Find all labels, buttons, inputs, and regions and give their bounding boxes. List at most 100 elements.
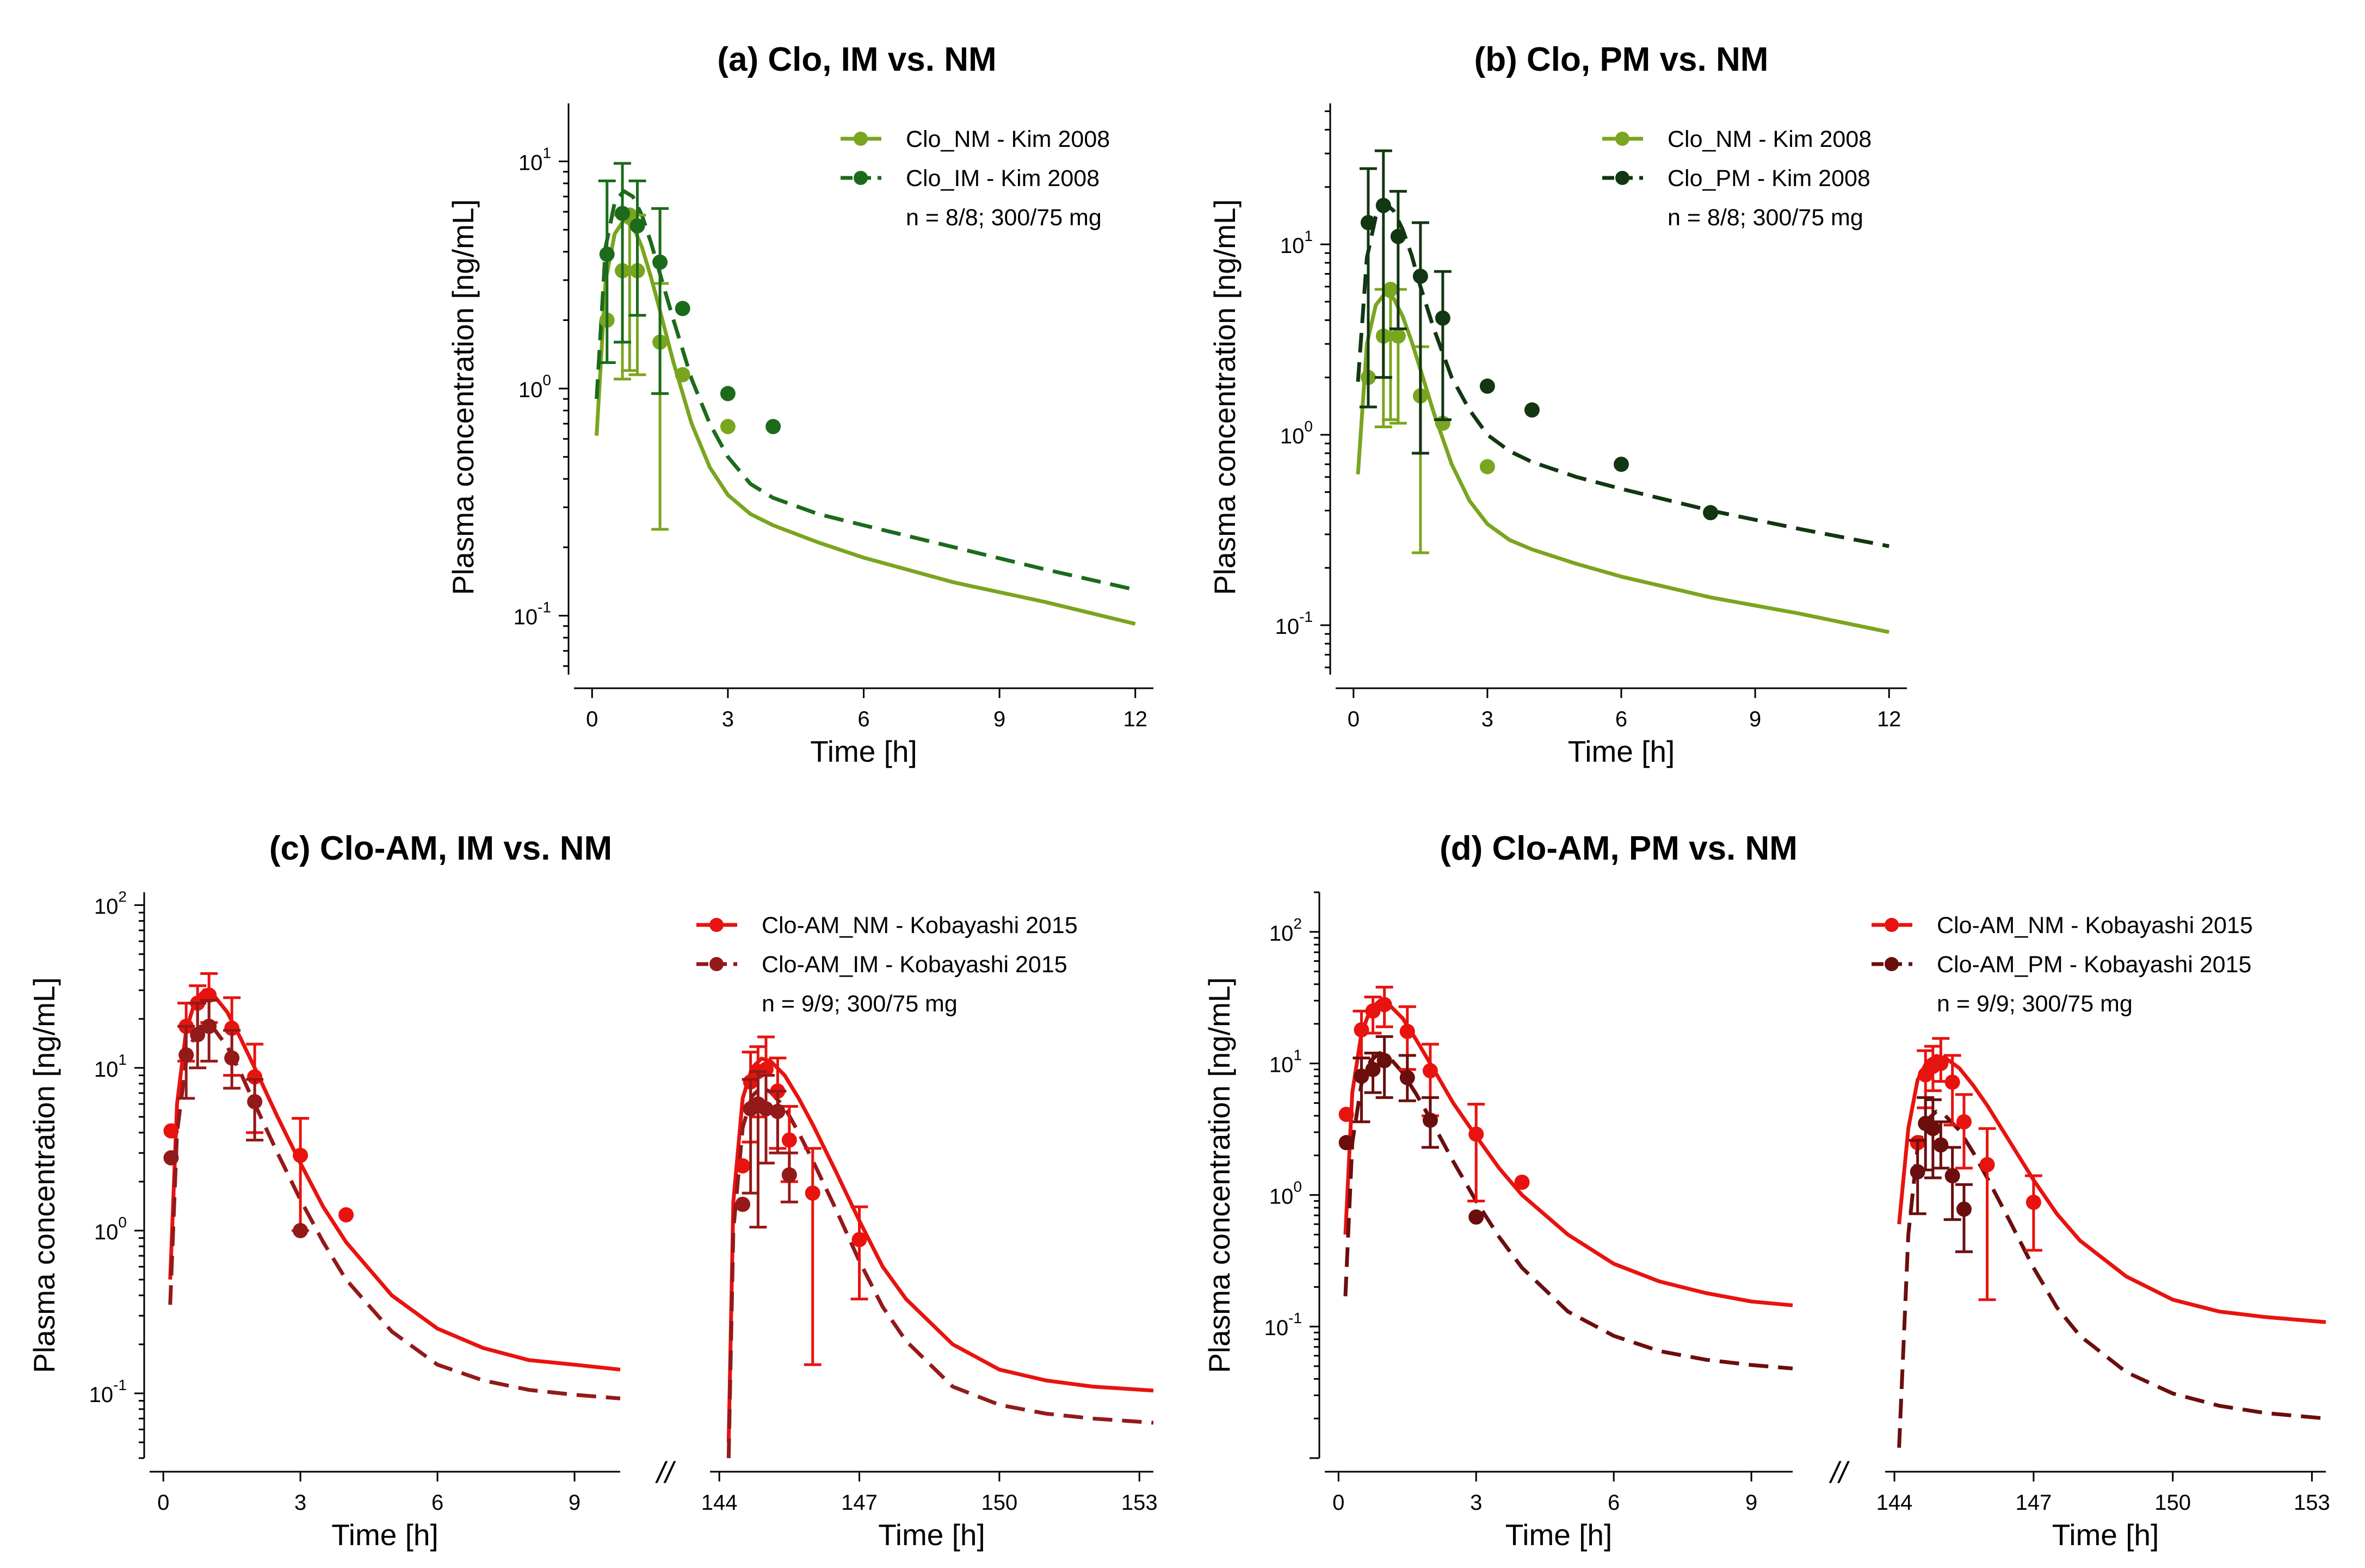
data-point (735, 1196, 751, 1212)
y-tick-exponent: 2 (118, 888, 127, 905)
data-point (293, 1147, 308, 1163)
panel-d: (d) Clo-AM, PM vs. NM10-1100101102Plasma… (1202, 830, 2330, 1552)
data-point (675, 367, 690, 382)
y-tick-label: 102 (94, 888, 127, 919)
data-point (758, 1061, 774, 1077)
x-tick-label: 6 (857, 707, 869, 731)
y-tick-base: 10 (89, 1383, 114, 1407)
simulated-curve (595, 218, 1136, 626)
data-point (201, 987, 217, 1003)
legend-note: n = 9/9; 300/75 mg (1937, 991, 2133, 1017)
data-point (1338, 1135, 1354, 1151)
x-tick-label: 9 (569, 1491, 581, 1515)
x-tick-label: 153 (1121, 1491, 1158, 1515)
data-point (1925, 1121, 1941, 1137)
data-point (2026, 1194, 2041, 1210)
x-tick-label: 144 (1876, 1491, 1913, 1515)
x-tick-label: 12 (1877, 707, 1901, 731)
legend-label: Clo-AM_IM - Kobayashi 2015 (762, 952, 1067, 978)
x-axis-label: Time [h] (878, 1518, 985, 1552)
y-tick-exponent: -1 (1299, 608, 1313, 625)
axis-break-symbol: // (654, 1455, 676, 1489)
x-axis-label: Time [h] (1505, 1518, 1613, 1552)
legend-marker (1615, 132, 1629, 146)
data-point (615, 206, 631, 221)
y-tick-exponent: 1 (1304, 227, 1313, 244)
legend-note: n = 8/8; 300/75 mg (1668, 205, 1863, 231)
legend-note: n = 8/8; 300/75 mg (906, 205, 1102, 231)
y-tick-base: 10 (94, 895, 119, 919)
y-tick-exponent: 0 (542, 372, 551, 388)
y-tick-base: 10 (514, 606, 538, 629)
x-tick-label: 0 (157, 1491, 169, 1515)
y-tick-base: 10 (1269, 922, 1294, 946)
y-axis-label: Plasma concentration [ng/mL] (1202, 977, 1236, 1373)
legend-marker (709, 918, 724, 932)
y-tick-label: 10-1 (514, 599, 551, 629)
y-tick-exponent: 1 (118, 1051, 127, 1068)
data-point (1524, 402, 1540, 418)
data-point (1468, 1126, 1484, 1142)
data-point (338, 1207, 354, 1223)
simulated-curve (168, 988, 621, 1372)
simulated-curve (1356, 201, 1889, 548)
simulated-curve (1343, 1051, 1793, 1371)
y-tick-exponent: -1 (113, 1376, 127, 1393)
y-axis-label: Plasma concentration [ng/mL] (446, 199, 480, 595)
x-axis-label: Time [h] (331, 1518, 439, 1552)
x-tick-label: 153 (2294, 1491, 2330, 1515)
y-tick-label: 100 (1280, 418, 1313, 448)
data-point (765, 419, 781, 435)
chart-title: (b) Clo, PM vs. NM (1474, 41, 1769, 78)
legend-label: Clo_PM - Kim 2008 (1668, 165, 1870, 192)
x-tick-label: 12 (1123, 707, 1147, 731)
data-point (1956, 1201, 1972, 1217)
data-point (1479, 459, 1495, 474)
chart-title: (c) Clo-AM, IM vs. NM (269, 830, 612, 867)
data-point (224, 1050, 240, 1066)
x-tick-label: 6 (1615, 707, 1627, 731)
y-tick-base: 10 (94, 1220, 119, 1244)
y-tick-base: 10 (1269, 1184, 1294, 1208)
data-point (770, 1103, 786, 1119)
data-point (163, 1123, 179, 1139)
data-point (1365, 1061, 1381, 1077)
data-point (675, 301, 690, 317)
x-tick-label: 144 (701, 1491, 738, 1515)
data-point (1360, 215, 1376, 231)
data-point (293, 1223, 308, 1238)
simulated-curve (595, 189, 1136, 592)
y-tick-exponent: 1 (1293, 1047, 1302, 1064)
legend-label: Clo_NM - Kim 2008 (1668, 126, 1872, 152)
legend-label: Clo-AM_PM - Kobayashi 2015 (1937, 952, 2251, 978)
data-point (805, 1185, 820, 1201)
y-tick-label: 101 (1280, 227, 1313, 258)
y-tick-exponent: 0 (1293, 1178, 1302, 1195)
x-tick-label: 150 (2154, 1491, 2191, 1515)
data-point (178, 1047, 194, 1063)
data-point (720, 419, 736, 435)
y-axis-label: Plasma concentration [ng/mL] (1208, 199, 1242, 595)
x-tick-label: 9 (993, 707, 1005, 731)
simulated-curve (726, 1057, 1154, 1443)
legend-marker (1885, 957, 1899, 971)
y-tick-exponent: 2 (1293, 915, 1302, 932)
legend-label: Clo-AM_NM - Kobayashi 2015 (1937, 912, 2253, 939)
data-point (1412, 268, 1428, 284)
data-point (1468, 1209, 1484, 1225)
x-tick-label: 0 (1348, 707, 1360, 731)
data-point (1944, 1075, 1960, 1090)
legend-label: Clo_IM - Kim 2008 (906, 165, 1100, 192)
data-point (1979, 1157, 1995, 1172)
data-point (201, 1018, 217, 1034)
data-point (781, 1132, 797, 1148)
data-point (1376, 1053, 1392, 1069)
legend: Clo-AM_NM - Kobayashi 2015 Clo-AM_IM - Ko… (696, 912, 1078, 1017)
data-point (1614, 456, 1629, 472)
data-point (652, 254, 668, 270)
x-tick-label: 3 (1481, 707, 1493, 731)
y-tick-label: 10-1 (89, 1376, 127, 1407)
panel-b: (b) Clo, PM vs. NM 1 0 -1 100 101 Plasma conce… (1208, 41, 1907, 768)
y-tick-label: 102 (1269, 915, 1302, 946)
data-point (1435, 310, 1450, 326)
